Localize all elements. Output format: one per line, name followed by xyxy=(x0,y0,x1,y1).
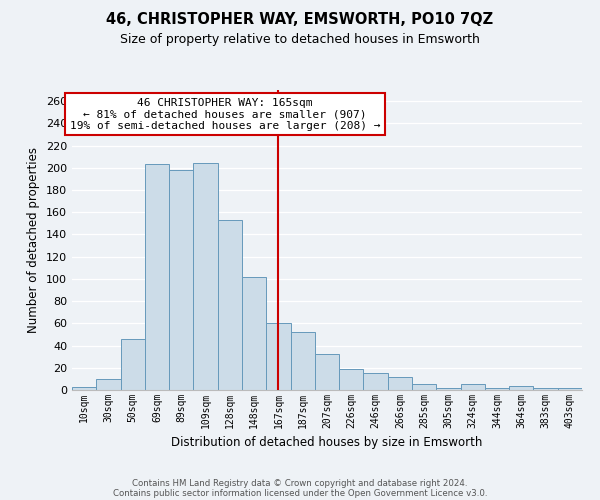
Text: 46, CHRISTOPHER WAY, EMSWORTH, PO10 7QZ: 46, CHRISTOPHER WAY, EMSWORTH, PO10 7QZ xyxy=(106,12,494,28)
Bar xyxy=(96,379,121,390)
Bar xyxy=(266,324,290,390)
Bar xyxy=(72,386,96,390)
Y-axis label: Number of detached properties: Number of detached properties xyxy=(28,147,40,333)
Bar xyxy=(436,388,461,390)
Bar xyxy=(485,388,509,390)
Bar xyxy=(558,388,582,390)
Bar xyxy=(218,220,242,390)
Text: Size of property relative to detached houses in Emsworth: Size of property relative to detached ho… xyxy=(120,32,480,46)
Bar xyxy=(121,339,145,390)
Bar xyxy=(169,170,193,390)
Bar xyxy=(145,164,169,390)
Bar xyxy=(242,276,266,390)
Bar xyxy=(412,384,436,390)
Text: 46 CHRISTOPHER WAY: 165sqm
← 81% of detached houses are smaller (907)
19% of sem: 46 CHRISTOPHER WAY: 165sqm ← 81% of deta… xyxy=(70,98,380,130)
Text: Contains HM Land Registry data © Crown copyright and database right 2024.: Contains HM Land Registry data © Crown c… xyxy=(132,478,468,488)
Bar xyxy=(388,376,412,390)
X-axis label: Distribution of detached houses by size in Emsworth: Distribution of detached houses by size … xyxy=(172,436,482,450)
Bar xyxy=(339,369,364,390)
Bar xyxy=(533,388,558,390)
Bar xyxy=(315,354,339,390)
Bar xyxy=(290,332,315,390)
Bar xyxy=(193,164,218,390)
Text: Contains public sector information licensed under the Open Government Licence v3: Contains public sector information licen… xyxy=(113,488,487,498)
Bar xyxy=(364,374,388,390)
Bar xyxy=(509,386,533,390)
Bar xyxy=(461,384,485,390)
